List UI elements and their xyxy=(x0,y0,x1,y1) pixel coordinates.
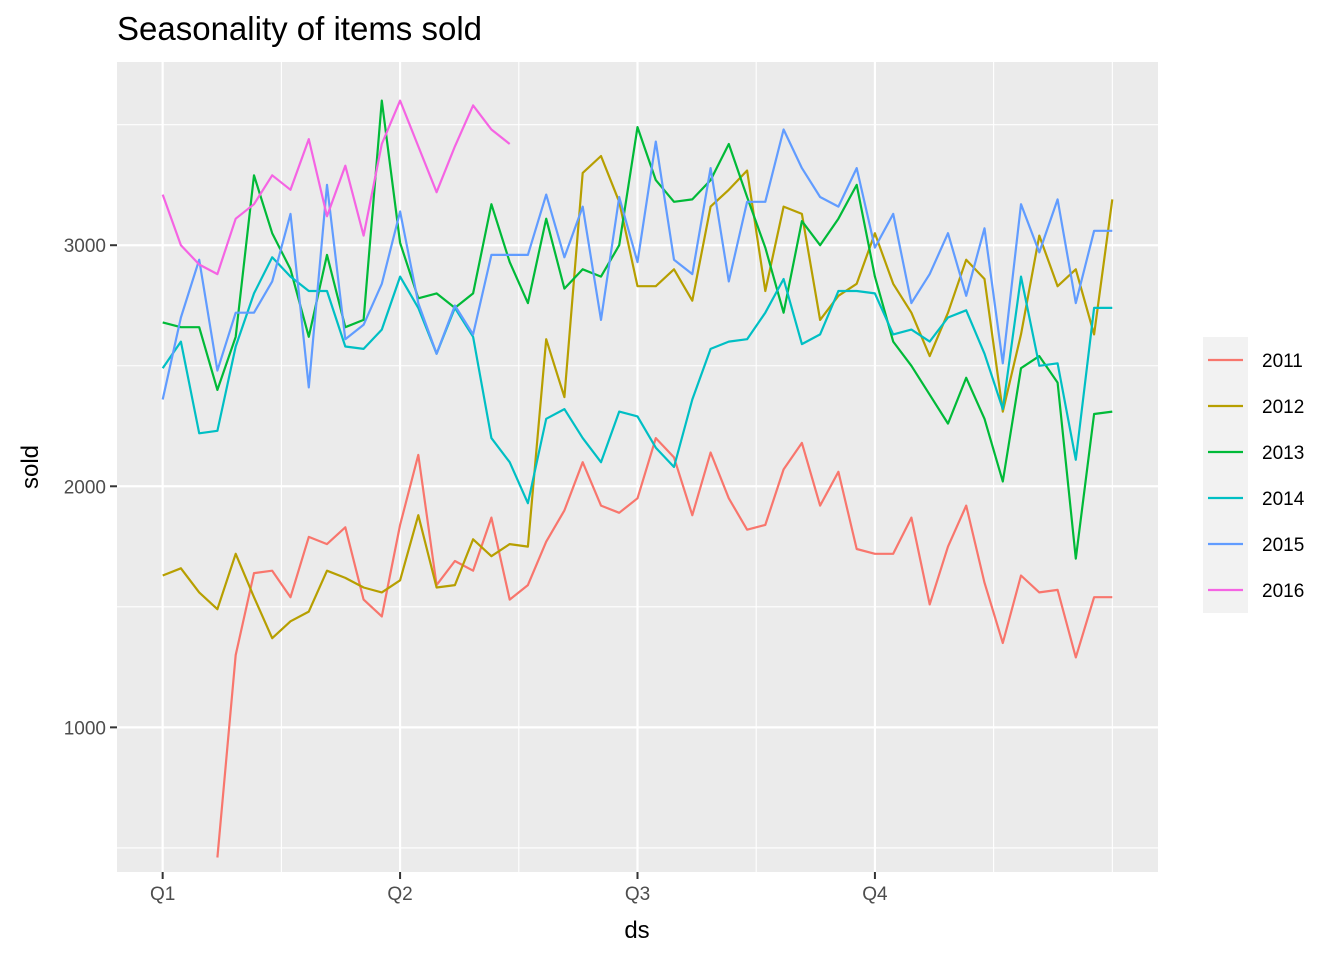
legend-label-2011: 2011 xyxy=(1262,351,1303,372)
y-axis-title: sold xyxy=(17,445,44,489)
x-tick-labels: Q1 Q2 Q3 Q4 xyxy=(150,884,888,905)
x-axis-title: ds xyxy=(624,917,649,944)
series-line-2015 xyxy=(161,128,1113,400)
series-lines xyxy=(161,99,1114,858)
legend-label-2013: 2013 xyxy=(1262,443,1304,464)
y-tick-labels: 1000 2000 3000 xyxy=(64,236,106,739)
y-tick-label: 3000 xyxy=(64,236,106,257)
legend-label-2012: 2012 xyxy=(1262,397,1304,418)
series-line-2013 xyxy=(162,99,1113,560)
legend: 2011 2012 2013 2014 2015 2016 xyxy=(1203,337,1305,613)
y-tick-label: 2000 xyxy=(64,477,106,498)
x-tick-label: Q1 xyxy=(150,884,175,905)
x-tick-label: Q4 xyxy=(862,884,888,905)
series-line-2016 xyxy=(161,99,511,276)
axis-ticks xyxy=(110,244,876,879)
legend-label-2014: 2014 xyxy=(1262,489,1305,510)
chart-title: Seasonality of items sold xyxy=(117,10,483,47)
series-line-2014 xyxy=(161,256,1113,505)
legend-key-background xyxy=(1203,337,1248,613)
x-tick-label: Q3 xyxy=(625,884,650,905)
y-tick-label: 1000 xyxy=(64,718,106,739)
legend-label-2016: 2016 xyxy=(1262,581,1304,602)
series-line-2012 xyxy=(162,154,1114,640)
x-tick-label: Q2 xyxy=(387,884,412,905)
legend-label-2015: 2015 xyxy=(1262,535,1304,556)
series-line-2011 xyxy=(216,437,1113,858)
